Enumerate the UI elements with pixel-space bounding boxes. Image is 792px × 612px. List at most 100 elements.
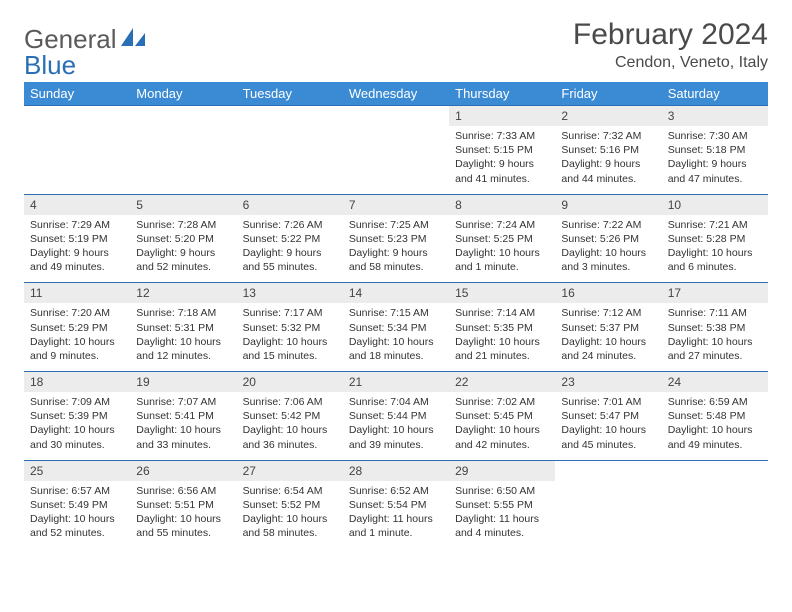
- day-details-cell: Sunrise: 6:56 AMSunset: 5:51 PMDaylight:…: [130, 481, 236, 549]
- daylight-text: Daylight: 10 hours: [349, 423, 443, 437]
- daylight-text: Daylight: 10 hours: [668, 246, 762, 260]
- daylight-text: and 58 minutes.: [243, 526, 337, 540]
- sunset-text: Sunset: 5:52 PM: [243, 498, 337, 512]
- daylight-text: and 58 minutes.: [349, 260, 443, 274]
- day-details-cell: Sunrise: 7:11 AMSunset: 5:38 PMDaylight:…: [662, 303, 768, 371]
- day-number-cell: 11: [24, 283, 130, 304]
- day-number: 2: [555, 106, 661, 126]
- day-number: 19: [130, 372, 236, 392]
- sunrise-text: Sunrise: 7:01 AM: [561, 395, 655, 409]
- day-number: 23: [555, 372, 661, 392]
- day-number: 26: [130, 461, 236, 481]
- sunset-text: Sunset: 5:19 PM: [30, 232, 124, 246]
- day-details-cell: Sunrise: 7:28 AMSunset: 5:20 PMDaylight:…: [130, 215, 236, 283]
- daylight-text: Daylight: 10 hours: [668, 423, 762, 437]
- daylight-text: and 36 minutes.: [243, 438, 337, 452]
- day-details-cell: Sunrise: 6:52 AMSunset: 5:54 PMDaylight:…: [343, 481, 449, 549]
- sunset-text: Sunset: 5:20 PM: [136, 232, 230, 246]
- day-number-cell: 6: [237, 194, 343, 215]
- sunrise-text: Sunrise: 7:30 AM: [668, 129, 762, 143]
- sunset-text: Sunset: 5:29 PM: [30, 321, 124, 335]
- day-number: 24: [662, 372, 768, 392]
- daylight-text: Daylight: 9 hours: [243, 246, 337, 260]
- day-number-cell: 1: [449, 106, 555, 127]
- sunrise-text: Sunrise: 7:21 AM: [668, 218, 762, 232]
- sunset-text: Sunset: 5:44 PM: [349, 409, 443, 423]
- day-details-cell: Sunrise: 7:24 AMSunset: 5:25 PMDaylight:…: [449, 215, 555, 283]
- daylight-text: and 55 minutes.: [136, 526, 230, 540]
- day-number-cell: [24, 106, 130, 127]
- sunset-text: Sunset: 5:23 PM: [349, 232, 443, 246]
- day-details-cell: Sunrise: 7:01 AMSunset: 5:47 PMDaylight:…: [555, 392, 661, 460]
- sunrise-text: Sunrise: 7:28 AM: [136, 218, 230, 232]
- week-details-row: Sunrise: 7:20 AMSunset: 5:29 PMDaylight:…: [24, 303, 768, 371]
- day-number-cell: 18: [24, 372, 130, 393]
- day-number: 28: [343, 461, 449, 481]
- calendar-header-row: Sunday Monday Tuesday Wednesday Thursday…: [24, 82, 768, 106]
- sunrise-text: Sunrise: 7:15 AM: [349, 306, 443, 320]
- day-number: 9: [555, 195, 661, 215]
- daylight-text: Daylight: 10 hours: [349, 335, 443, 349]
- day-number: [237, 106, 343, 126]
- daylight-text: Daylight: 9 hours: [136, 246, 230, 260]
- day-details-cell: Sunrise: 7:22 AMSunset: 5:26 PMDaylight:…: [555, 215, 661, 283]
- daylight-text: Daylight: 10 hours: [30, 512, 124, 526]
- day-details-cell: Sunrise: 7:14 AMSunset: 5:35 PMDaylight:…: [449, 303, 555, 371]
- month-title: February 2024: [573, 18, 768, 52]
- day-details-cell: Sunrise: 7:30 AMSunset: 5:18 PMDaylight:…: [662, 126, 768, 194]
- daylight-text: Daylight: 10 hours: [561, 423, 655, 437]
- daylight-text: and 49 minutes.: [668, 438, 762, 452]
- sunrise-text: Sunrise: 7:33 AM: [455, 129, 549, 143]
- daylight-text: Daylight: 10 hours: [455, 423, 549, 437]
- logo-sail-icon: [121, 28, 147, 53]
- day-number-cell: 19: [130, 372, 236, 393]
- day-details-cell: Sunrise: 7:20 AMSunset: 5:29 PMDaylight:…: [24, 303, 130, 371]
- day-number: 6: [237, 195, 343, 215]
- daylight-text: Daylight: 10 hours: [243, 423, 337, 437]
- daylight-text: Daylight: 10 hours: [455, 246, 549, 260]
- week-details-row: Sunrise: 6:57 AMSunset: 5:49 PMDaylight:…: [24, 481, 768, 549]
- day-number-cell: 3: [662, 106, 768, 127]
- day-details-cell: Sunrise: 7:07 AMSunset: 5:41 PMDaylight:…: [130, 392, 236, 460]
- day-details-cell: Sunrise: 6:57 AMSunset: 5:49 PMDaylight:…: [24, 481, 130, 549]
- day-number: [130, 106, 236, 126]
- week-details-row: Sunrise: 7:09 AMSunset: 5:39 PMDaylight:…: [24, 392, 768, 460]
- sunset-text: Sunset: 5:47 PM: [561, 409, 655, 423]
- sunset-text: Sunset: 5:32 PM: [243, 321, 337, 335]
- day-details-cell: Sunrise: 6:54 AMSunset: 5:52 PMDaylight:…: [237, 481, 343, 549]
- daylight-text: and 12 minutes.: [136, 349, 230, 363]
- daylight-text: and 4 minutes.: [455, 526, 549, 540]
- daylight-text: and 42 minutes.: [455, 438, 549, 452]
- sunrise-text: Sunrise: 6:57 AM: [30, 484, 124, 498]
- day-number: 1: [449, 106, 555, 126]
- daylight-text: Daylight: 9 hours: [561, 157, 655, 171]
- day-details-cell: Sunrise: 7:02 AMSunset: 5:45 PMDaylight:…: [449, 392, 555, 460]
- daylight-text: Daylight: 9 hours: [668, 157, 762, 171]
- sunrise-text: Sunrise: 7:24 AM: [455, 218, 549, 232]
- daylight-text: Daylight: 10 hours: [455, 335, 549, 349]
- week-details-row: Sunrise: 7:33 AMSunset: 5:15 PMDaylight:…: [24, 126, 768, 194]
- day-number-cell: 14: [343, 283, 449, 304]
- sunrise-text: Sunrise: 7:22 AM: [561, 218, 655, 232]
- day-number-cell: 10: [662, 194, 768, 215]
- daylight-text: Daylight: 10 hours: [136, 423, 230, 437]
- daylight-text: Daylight: 10 hours: [561, 335, 655, 349]
- sunrise-text: Sunrise: 7:02 AM: [455, 395, 549, 409]
- sunrise-text: Sunrise: 7:11 AM: [668, 306, 762, 320]
- day-number: 16: [555, 283, 661, 303]
- daylight-text: Daylight: 9 hours: [349, 246, 443, 260]
- day-number: 12: [130, 283, 236, 303]
- day-number-cell: 8: [449, 194, 555, 215]
- daylight-text: Daylight: 10 hours: [561, 246, 655, 260]
- calendar-body: 123Sunrise: 7:33 AMSunset: 5:15 PMDaylig…: [24, 106, 768, 549]
- sunset-text: Sunset: 5:28 PM: [668, 232, 762, 246]
- daylight-text: and 1 minute.: [455, 260, 549, 274]
- sunrise-text: Sunrise: 6:52 AM: [349, 484, 443, 498]
- sunset-text: Sunset: 5:16 PM: [561, 143, 655, 157]
- sunrise-text: Sunrise: 7:14 AM: [455, 306, 549, 320]
- day-number-cell: [130, 106, 236, 127]
- sunset-text: Sunset: 5:25 PM: [455, 232, 549, 246]
- day-number-cell: 25: [24, 460, 130, 481]
- daylight-text: and 49 minutes.: [30, 260, 124, 274]
- sunrise-text: Sunrise: 7:26 AM: [243, 218, 337, 232]
